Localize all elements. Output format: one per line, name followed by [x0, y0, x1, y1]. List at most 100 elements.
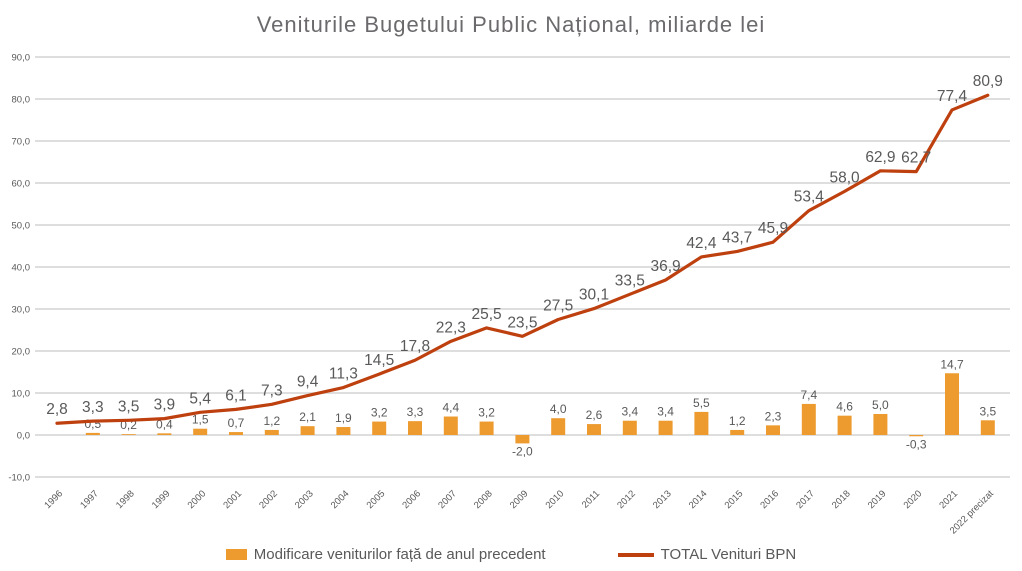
bar-value-label: 0,4 [156, 417, 173, 431]
bar-2010 [551, 418, 566, 435]
x-axis-tick-label: 2016 [758, 488, 781, 511]
y-axis-tick-label: 0,0 [17, 431, 30, 442]
x-axis-tick-label: 2003 [293, 488, 316, 511]
line-value-label: 17,8 [400, 338, 430, 355]
x-axis-tick-label: 2019 [866, 488, 889, 511]
line-value-label: 22,3 [436, 319, 466, 336]
line-value-label: 3,3 [82, 399, 104, 416]
x-axis-tick-label: 2002 [257, 488, 280, 511]
bar-2019 [873, 414, 888, 435]
y-axis-tick-label: 40,0 [12, 263, 31, 274]
bar-value-label: 5,5 [693, 396, 710, 410]
bar-value-label: 5,0 [872, 398, 889, 412]
bar-value-label: 3,5 [979, 404, 996, 418]
line-value-label: 30,1 [579, 287, 609, 304]
bar-value-label: 0,7 [228, 416, 245, 430]
y-axis-tick-label: 80,0 [12, 95, 31, 106]
line-series-label: TOTAL Venituri BPN [660, 546, 797, 563]
bar-2001 [229, 432, 243, 435]
line-value-label: 77,4 [937, 88, 968, 105]
x-axis-tick-label: 2004 [329, 488, 352, 511]
bar-2003 [300, 426, 315, 435]
bar-2016 [766, 425, 780, 435]
bar-2021 [945, 373, 959, 435]
bar-series-label: Modificare veniturilor față de anul prec… [253, 546, 546, 563]
bar-value-label: 2,6 [586, 408, 603, 422]
bar-value-label: 3,4 [621, 405, 638, 419]
bar-1999 [157, 433, 172, 435]
bar-2007 [443, 416, 458, 435]
x-axis-tick-label: 1999 [150, 488, 173, 511]
line-value-label: 2,8 [46, 401, 68, 418]
bar-value-label: 1,2 [729, 414, 746, 428]
x-axis-tick-label: 2008 [472, 488, 495, 511]
x-axis-tick-label: 2011 [580, 488, 602, 510]
x-axis-tick-label: 2015 [723, 488, 746, 511]
bar-value-label: -2,0 [512, 444, 533, 458]
y-axis-tick-label: 30,0 [12, 305, 31, 316]
legend: Modificare veniturilor față de anul prec… [0, 546, 1022, 563]
line-value-label: 6,1 [225, 387, 247, 404]
line-value-label: 3,9 [154, 397, 176, 414]
bar-1998 [121, 434, 136, 435]
line-value-label: 80,9 [973, 73, 1003, 90]
chart-title: Veniturile Bugetului Public Național, mi… [256, 12, 766, 37]
x-axis-tick-label: 2014 [687, 488, 710, 511]
bar-2018 [837, 415, 852, 435]
bar-2020 [909, 435, 924, 437]
line-value-label: 62,9 [865, 149, 895, 166]
bar-2009 [515, 435, 530, 444]
x-axis-tick-label: 2010 [544, 488, 567, 511]
y-axis-tick-label: 10,0 [12, 389, 31, 400]
line-value-label: 3,5 [118, 398, 140, 415]
bar-2008 [479, 421, 494, 435]
x-axis-tick-label: 2006 [400, 488, 423, 511]
bar-value-label: 14,7 [940, 357, 964, 371]
x-axis-tick-label: 2009 [508, 488, 531, 511]
line-value-label: 7,3 [261, 382, 283, 399]
x-axis-tick-label: 2007 [436, 488, 459, 511]
x-axis-tick-label: 2013 [651, 488, 674, 511]
line-value-label: 5,4 [189, 390, 211, 407]
bar-value-label: 3,2 [478, 406, 495, 420]
bar-2006 [408, 421, 422, 435]
x-axis-tick-label: 1998 [114, 488, 137, 511]
bar-value-label: 7,4 [800, 388, 817, 402]
y-axis-tick-label: 90,0 [12, 53, 31, 64]
bar-2015 [730, 429, 745, 435]
legend-item-line: TOTAL Venituri BPN [617, 546, 797, 563]
bar-value-label: 1,5 [192, 413, 209, 427]
line-value-label: 58,0 [830, 169, 861, 186]
bar-2011 [587, 424, 601, 435]
line-value-label: 14,5 [364, 352, 394, 369]
line-series-swatch [617, 552, 654, 557]
line-value-label: 43,7 [722, 229, 752, 246]
x-axis-tick-label: 2018 [830, 488, 853, 511]
bar-2017 [801, 403, 816, 435]
bar-value-label: 1,2 [263, 414, 280, 428]
x-axis-tick-label: 2012 [615, 488, 638, 511]
bar-2004 [336, 427, 351, 435]
x-axis-tick-label: 2005 [365, 488, 388, 511]
bar-2013 [658, 420, 673, 435]
line-value-label: 27,5 [543, 298, 573, 315]
x-axis-tick-label: 1997 [78, 488, 101, 511]
y-axis-tick-label: 20,0 [12, 347, 31, 358]
y-axis-tick-label: 50,0 [12, 221, 31, 232]
bar-2000 [193, 428, 208, 435]
bar-2022 precizat [980, 420, 995, 435]
x-axis-tick-label: 2021 [937, 488, 960, 511]
line-value-label: 23,5 [507, 314, 537, 331]
bar-value-label: 4,6 [836, 400, 853, 414]
y-axis-tick-label: 60,0 [12, 179, 31, 190]
legend-item-bars: Modificare veniturilor față de anul prec… [225, 546, 546, 563]
x-axis-tick-label: 1996 [42, 488, 65, 511]
bar-value-label: 4,0 [550, 402, 567, 416]
bar-series-swatch [225, 549, 247, 560]
line-value-label: 36,9 [651, 258, 681, 275]
line-value-label: 53,4 [794, 189, 825, 206]
y-axis-tick-label: 70,0 [12, 137, 31, 148]
bar-value-label: 3,4 [657, 405, 674, 419]
